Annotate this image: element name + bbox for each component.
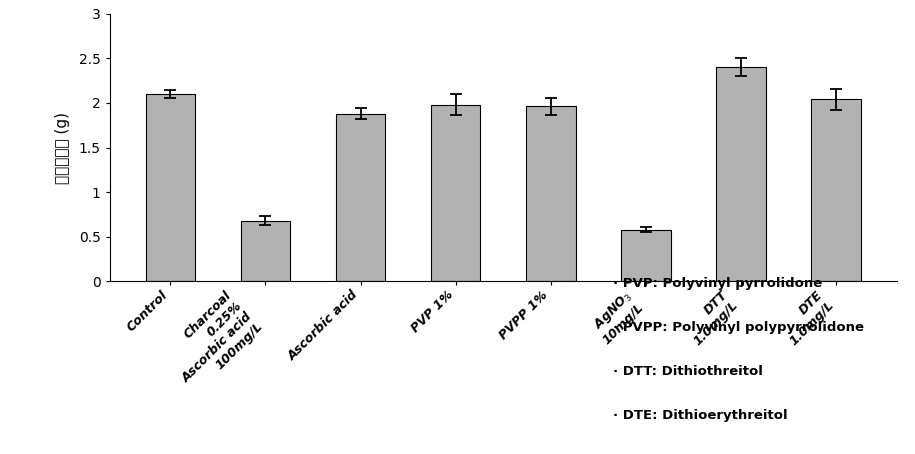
Bar [145,94,195,281]
Bar [621,230,671,281]
Bar [716,67,766,281]
Bar [431,105,480,281]
Bar [336,114,385,281]
Y-axis label: 세포생장량 (g): 세포생장량 (g) [56,112,70,183]
Bar [526,107,576,281]
Text: · PVP: Polyvinyl pyrrolidone

· PVPP: Polyvinyl polypyrrolidone

· DTT: Dithioth: · PVP: Polyvinyl pyrrolidone · PVPP: Pol… [613,277,864,422]
Bar [812,99,861,281]
Bar [241,221,290,281]
